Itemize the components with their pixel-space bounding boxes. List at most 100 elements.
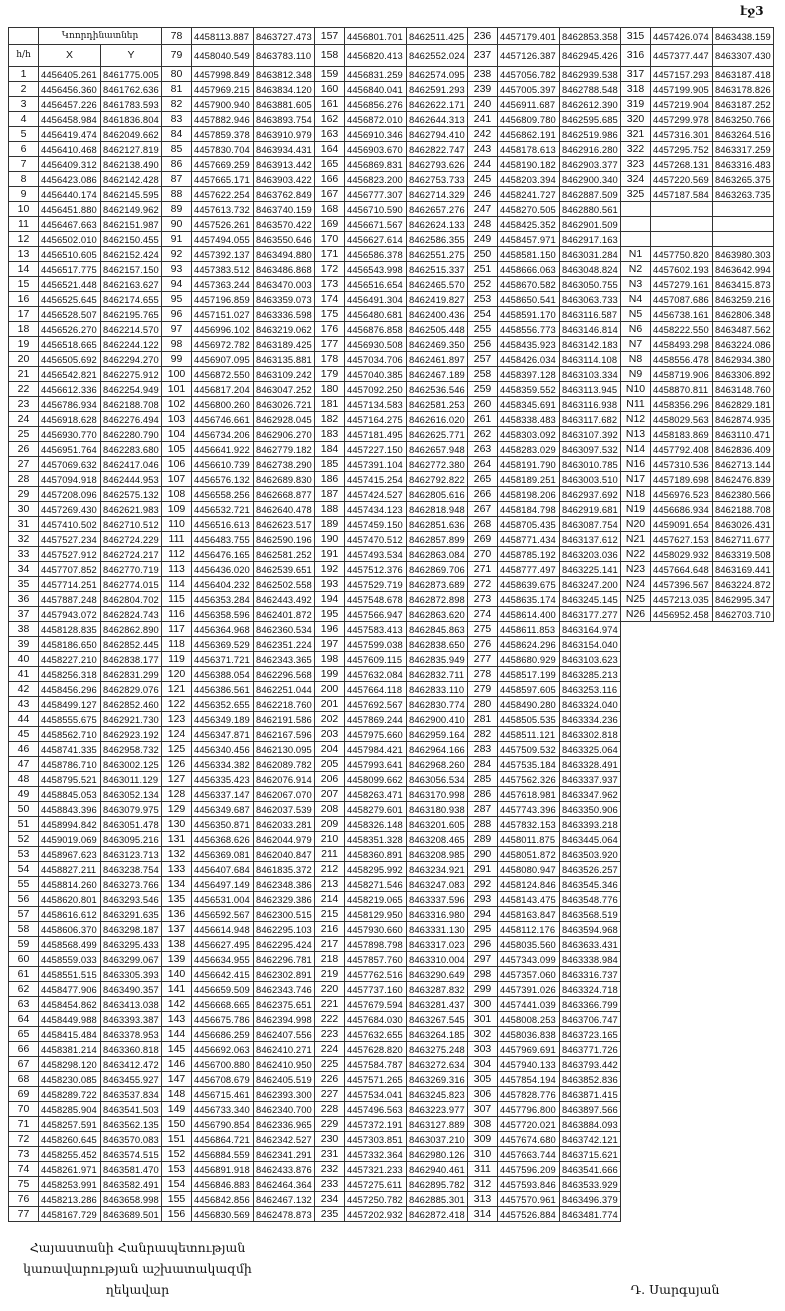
empty-cell xyxy=(621,787,651,802)
empty-cell xyxy=(621,622,651,637)
point-number: 149 xyxy=(161,1101,193,1117)
point-number: N24 xyxy=(620,576,652,592)
x-coordinate: 4458556.478 xyxy=(650,351,714,367)
table-row: 68 4458230.085 8463455.927 147 4456708.679 84… xyxy=(8,1071,774,1087)
y-coordinate: 8462400.436 xyxy=(406,306,469,322)
y-coordinate: 8463582.491 xyxy=(99,1176,163,1192)
y-coordinate: 8462887.509 xyxy=(559,186,622,202)
x-coordinate: 4456404.232 xyxy=(191,576,255,592)
x-coordinate: 4457796.800 xyxy=(497,1101,561,1117)
table-row: 48 4458795.521 8463011.129 127 4456335.423 84… xyxy=(8,771,774,787)
y-coordinate: 8463170.998 xyxy=(406,786,469,802)
point-number: 20 xyxy=(8,351,39,367)
y-coordinate: 8462076.914 xyxy=(253,771,316,787)
point-number: N19 xyxy=(620,501,652,517)
point-number: 55 xyxy=(8,876,39,892)
point-number: 167 xyxy=(314,186,346,202)
point-number: 130 xyxy=(161,816,193,832)
y-coordinate: 8463834.120 xyxy=(253,81,316,97)
x-coordinate: 4456347.871 xyxy=(191,726,255,742)
y-coordinate: 8462903.377 xyxy=(559,156,622,172)
point-number: N23 xyxy=(620,561,652,577)
x-coordinate: 4457943.072 xyxy=(38,606,101,622)
y-coordinate: 8463295.433 xyxy=(99,936,163,952)
x-coordinate: 4457535.184 xyxy=(497,756,561,772)
table-row: 55 4458814.260 8463273.766 134 4456497.149 84… xyxy=(8,876,774,892)
x-coordinate: 4458191.790 xyxy=(497,456,561,472)
point-number: 175 xyxy=(314,306,346,322)
point-number: 206 xyxy=(314,771,346,787)
point-number: 92 xyxy=(161,246,193,262)
table-row: 17 4456528.507 8462195.765 96 4457151.027 846… xyxy=(8,306,775,322)
point-number: 244 xyxy=(467,156,499,172)
point-number: 57 xyxy=(8,906,39,922)
point-number: 142 xyxy=(161,996,193,1012)
y-coordinate: 8463715.621 xyxy=(559,1146,622,1162)
x-coordinate: 4456884.559 xyxy=(191,1146,255,1162)
x-coordinate: 4457227.150 xyxy=(344,441,408,457)
x-coordinate: 4456786.934 xyxy=(38,396,101,412)
x-coordinate: 4457295.752 xyxy=(650,141,714,157)
x-coordinate: 4457094.918 xyxy=(38,471,101,487)
x-coordinate: 4457056.782 xyxy=(497,66,561,82)
x-coordinate: 4458051.872 xyxy=(497,846,561,862)
point-number: 247 xyxy=(467,201,499,217)
x-coordinate: 4456864.721 xyxy=(191,1131,255,1147)
x-coordinate: 4457321.233 xyxy=(344,1161,408,1177)
point-number: 61 xyxy=(8,966,39,982)
point-number: 220 xyxy=(314,981,346,997)
y-coordinate: 8462149.962 xyxy=(99,201,163,217)
point-number: 108 xyxy=(161,486,193,502)
point-number: 158 xyxy=(314,44,346,67)
empty-cell xyxy=(621,892,651,907)
empty-cell xyxy=(651,952,713,967)
y-coordinate: 8463234.921 xyxy=(406,861,469,877)
x-coordinate: 4458113.887 xyxy=(191,27,255,45)
point-number: 266 xyxy=(467,486,499,502)
x-coordinate: 4457527.234 xyxy=(38,531,101,547)
x-coordinate: 4457664.118 xyxy=(344,681,408,697)
page-number: էջ3 xyxy=(740,4,764,18)
column-header-number: h/h xyxy=(8,44,39,67)
point-number: 299 xyxy=(467,981,499,997)
y-coordinate: 8463097.532 xyxy=(559,441,622,457)
point-number: 34 xyxy=(8,561,39,577)
table-row: 12 4456502.010 8462150.455 91 4457494.055 846… xyxy=(8,231,775,247)
x-coordinate: 4457707.852 xyxy=(38,561,101,577)
point-number: 191 xyxy=(314,546,346,562)
point-number: 166 xyxy=(314,171,346,187)
x-coordinate: 4456801.701 xyxy=(344,27,408,45)
x-coordinate: 4456558.256 xyxy=(191,486,255,502)
point-number: 16 xyxy=(8,291,39,307)
point-number: 197 xyxy=(314,636,346,652)
point-number: 269 xyxy=(467,531,499,547)
point-number: 320 xyxy=(620,111,652,127)
x-coordinate: 4458285.904 xyxy=(38,1101,101,1117)
x-coordinate xyxy=(650,201,714,217)
y-coordinate: 8463187.252 xyxy=(712,96,775,112)
x-coordinate: 4457459.150 xyxy=(344,516,408,532)
y-coordinate: 8463245.145 xyxy=(559,591,622,607)
x-coordinate: 4457622.254 xyxy=(191,186,255,202)
x-coordinate: 4456686.259 xyxy=(191,1026,255,1042)
y-coordinate: 8463562.135 xyxy=(99,1116,163,1132)
y-coordinate: 8462624.133 xyxy=(406,216,469,232)
table-row: 44 4458555.675 8462921.730 123 4456349.189 84… xyxy=(8,711,774,727)
x-coordinate: 4457593.846 xyxy=(497,1176,561,1192)
x-coordinate: 4457303.851 xyxy=(344,1131,408,1147)
x-coordinate: 4456340.456 xyxy=(191,741,255,757)
empty-cell xyxy=(621,1132,651,1147)
empty-cell xyxy=(713,847,774,862)
point-number: 188 xyxy=(314,501,346,517)
x-coordinate: 4458360.891 xyxy=(344,846,408,862)
y-coordinate: 8463127.889 xyxy=(406,1116,469,1132)
y-coordinate: 8463350.906 xyxy=(559,801,622,817)
y-coordinate: 8463913.442 xyxy=(253,156,316,172)
point-number: 256 xyxy=(467,336,499,352)
y-coordinate: 8463037.210 xyxy=(406,1131,469,1147)
point-number: 307 xyxy=(467,1101,499,1117)
point-number: 53 xyxy=(8,846,39,862)
table-row: 67 4458298.120 8463412.472 146 4456700.880 84… xyxy=(8,1056,774,1072)
table-row: 23 4456786.934 8462188.708 102 4456800.260 84… xyxy=(8,396,775,412)
point-number: 180 xyxy=(314,381,346,397)
